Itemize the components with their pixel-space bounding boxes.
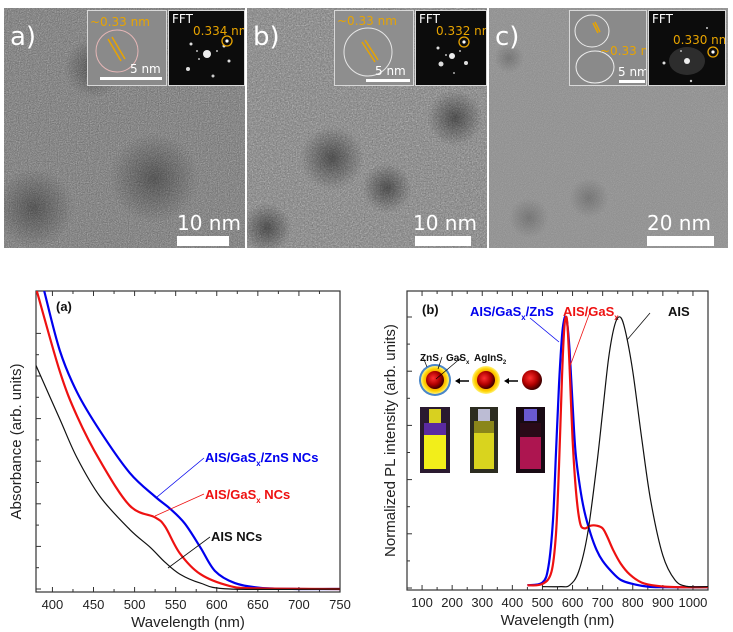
pl-inset bbox=[418, 351, 548, 476]
series-label-leader bbox=[154, 493, 205, 517]
shell-label-zns: ZnS bbox=[420, 353, 439, 364]
lattice-spacing-label-a: ~0.33 nm bbox=[90, 15, 150, 29]
panel-label: (b) bbox=[422, 302, 439, 317]
tem-panel-b: b) ~0.33 nm 5 nm FFT 0.332 nm 10 nm bbox=[247, 8, 487, 248]
arrow-left-icon bbox=[504, 378, 518, 384]
series-label-leader bbox=[156, 457, 205, 498]
x-tick-label: 400 bbox=[501, 595, 523, 610]
fft-inset-c: FFT 0.330 nm bbox=[648, 10, 726, 86]
ais-core-particle bbox=[522, 370, 542, 390]
x-tick-label: 700 bbox=[592, 595, 614, 610]
panel-label-c: c) bbox=[495, 22, 520, 52]
zns-pointer bbox=[422, 356, 428, 368]
x-tick-label: 550 bbox=[165, 597, 187, 612]
y-axis-label: Absorbance (arb. units) bbox=[8, 364, 25, 520]
x-tick-label: 100 bbox=[411, 595, 433, 610]
panel-label: (a) bbox=[56, 299, 72, 314]
tem-panel-c: c) ~0.33 nm 5 nm FFT 0.330 nm 20 nm bbox=[489, 8, 728, 248]
x-tick-label: 400 bbox=[42, 597, 64, 612]
fft-title-a: FFT bbox=[172, 12, 193, 26]
series-line-ais bbox=[542, 316, 708, 588]
plot-frame bbox=[35, 290, 341, 593]
x-tick-label: 500 bbox=[532, 595, 554, 610]
scale-bar-a bbox=[177, 236, 229, 246]
x-axis-label: Wavelength (nm) bbox=[501, 612, 615, 629]
series-label-leader bbox=[167, 536, 211, 569]
fft-spacing-label-b: 0.332 nm bbox=[436, 24, 486, 38]
series-label-ais-gasx-ncs: AIS/GaSx NCs bbox=[205, 487, 290, 505]
series-label-ais-gasx: AIS/GaSx bbox=[563, 304, 619, 322]
vial-ais-gas bbox=[470, 407, 498, 473]
series-line-ais-gasx-zns bbox=[527, 315, 708, 589]
chart-photoluminescence: 100 200 300 400 500 600 700 800 900 1000 Wavelengt… bbox=[382, 290, 709, 629]
vial-ais bbox=[516, 407, 545, 473]
fft-title-b: FFT bbox=[419, 12, 440, 26]
series-label-ais: AIS bbox=[668, 304, 690, 319]
inset-scale-label-c: 5 nm bbox=[618, 65, 647, 79]
lattice-spacing-label-c: ~0.33 nm bbox=[600, 44, 646, 58]
fft-pattern-a bbox=[186, 35, 233, 78]
inset-scale-label-b: 5 nm bbox=[375, 64, 406, 78]
x-tick-label: 500 bbox=[124, 597, 146, 612]
nanocrystal-outline-a bbox=[95, 29, 162, 80]
series-label-ais-gasx-zns-ncs: AIS/GaSx/ZnS NCs bbox=[205, 450, 318, 468]
fft-pattern-c bbox=[662, 27, 719, 83]
tem-panel-a: a) ~0.33 nm 5 nm FFT 0.334 nm 10 nm bbox=[4, 8, 245, 248]
series-label-ais-ncs: AIS NCs bbox=[211, 529, 262, 544]
x-tick-label: 1000 bbox=[678, 595, 707, 610]
nanocrystal-outline-b bbox=[343, 27, 410, 82]
shell-label-gas: GaSx bbox=[446, 353, 470, 366]
x-axis-label: Wavelength (nm) bbox=[131, 614, 245, 631]
series-line-ais-ncs bbox=[36, 365, 340, 591]
fft-spacing-label-a: 0.334 nm bbox=[193, 24, 245, 38]
series-label-ais-gasx-zns: AIS/GaSx/ZnS bbox=[470, 304, 554, 322]
inset-scale-label-a: 5 nm bbox=[130, 62, 161, 76]
arrow-left-icon bbox=[455, 378, 469, 384]
x-tick-label: 650 bbox=[247, 597, 269, 612]
chart-absorbance: 400 450 500 550 600 650 700 750 Wavelength (nm) A… bbox=[8, 290, 351, 631]
panel-label-a: a) bbox=[10, 22, 37, 52]
scale-bar-label-a: 10 nm bbox=[177, 211, 241, 235]
scale-bar-b bbox=[415, 236, 471, 246]
nanocrystal-outline-c bbox=[574, 14, 645, 84]
fft-inset-b: FFT 0.332 nm bbox=[415, 10, 487, 86]
x-tick-label: 600 bbox=[206, 597, 228, 612]
ais-gas-zns-particle bbox=[419, 364, 451, 396]
lattice-spacing-label-b: ~0.33 nm bbox=[337, 14, 397, 28]
gas-pointer bbox=[437, 356, 443, 370]
x-tick-label: 600 bbox=[562, 595, 584, 610]
x-tick-label: 300 bbox=[471, 595, 493, 610]
series-label-leader bbox=[626, 312, 651, 341]
hrtem-inset-b: ~0.33 nm 5 nm bbox=[334, 10, 414, 86]
scale-bar-label-c: 20 nm bbox=[647, 211, 711, 235]
fft-inset-a: FFT 0.334 nm bbox=[168, 10, 245, 86]
x-tick-label: 450 bbox=[83, 597, 105, 612]
hrtem-inset-a: ~0.33 nm 5 nm bbox=[87, 10, 167, 86]
series-label-leader bbox=[568, 311, 591, 370]
ais-gas-particle bbox=[472, 366, 500, 394]
x-tick-label: 200 bbox=[441, 595, 463, 610]
x-tick-label: 900 bbox=[652, 595, 674, 610]
agins2-pointer bbox=[435, 356, 463, 380]
fft-pattern-b bbox=[436, 36, 470, 74]
scale-bar-label-b: 10 nm bbox=[413, 211, 477, 235]
series-line-ais-gasx bbox=[527, 315, 708, 589]
shell-label-agins: AgInS2 bbox=[474, 353, 507, 366]
scale-bar-c bbox=[647, 236, 714, 246]
x-tick-label: 800 bbox=[622, 595, 644, 610]
x-tick-label: 700 bbox=[288, 597, 310, 612]
vial-ais-gas-zns bbox=[420, 407, 450, 473]
series-line-ais-gasx-ncs bbox=[36, 291, 340, 591]
fft-title-c: FFT bbox=[652, 12, 673, 26]
y-axis-label: Normalized PL intensity (arb. units) bbox=[382, 324, 399, 557]
fft-spacing-label-c: 0.330 nm bbox=[673, 33, 726, 47]
panel-label-b: b) bbox=[253, 22, 280, 52]
hrtem-inset-c: ~0.33 nm 5 nm bbox=[569, 10, 647, 86]
core-shell-schematic bbox=[419, 356, 545, 473]
x-tick-label: 750 bbox=[329, 597, 351, 612]
series-label-leader bbox=[529, 317, 560, 343]
